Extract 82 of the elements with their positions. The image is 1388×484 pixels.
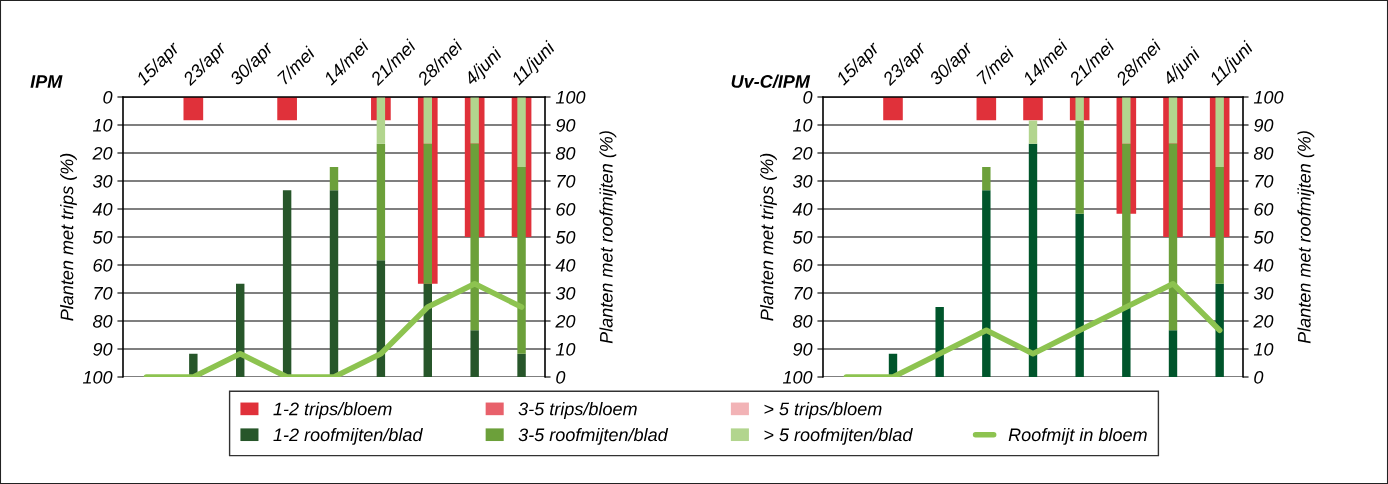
y2-axis-title: Planten met roofmijten (%)	[599, 131, 617, 344]
chart-title: Uv-C/IPM	[731, 74, 811, 89]
y2-tick-label: 20	[555, 314, 576, 328]
legend-label: 1-2 roofmijten/blad	[273, 427, 423, 445]
bar	[1215, 97, 1224, 167]
y-tick-label: 30	[792, 174, 813, 188]
bar	[1122, 97, 1131, 144]
y2-tick-label: 20	[1253, 314, 1274, 328]
bar	[1122, 307, 1131, 377]
y-tick-label: 70	[94, 286, 113, 300]
bar	[470, 330, 479, 377]
y-tick-label: 90	[793, 342, 813, 356]
y-tick-label: 60	[93, 258, 113, 272]
y2-tick-label: 80	[555, 146, 576, 160]
y-tick-label: 80	[792, 314, 813, 328]
bar	[282, 190, 292, 377]
y-tick-label: 20	[92, 146, 113, 160]
y-tick-label: 90	[93, 342, 113, 356]
bar	[423, 97, 432, 144]
bar	[1168, 97, 1178, 144]
y2-tick-label: 100	[1253, 90, 1284, 104]
y2-tick-label: 40	[1253, 258, 1274, 272]
y2-tick-label: 90	[1254, 118, 1274, 132]
y2-tick-label: 60	[1254, 202, 1274, 216]
bar	[976, 97, 997, 121]
bar	[982, 167, 991, 191]
bar	[277, 97, 297, 121]
y-tick-label: 50	[792, 230, 813, 244]
bar	[329, 167, 339, 191]
y2-axis-title: Planten met roofmijten (%)	[1297, 131, 1315, 344]
y-tick-label: 100	[82, 370, 113, 384]
bar	[1168, 330, 1178, 377]
legend-label: 3-5 roofmijten/blad	[518, 427, 669, 445]
bar	[376, 143, 386, 261]
y2-tick-label: 0	[556, 370, 566, 384]
bar	[517, 353, 526, 377]
y-tick-label: 10	[92, 118, 113, 132]
y-tick-label: 60	[793, 258, 813, 272]
bar	[883, 97, 903, 121]
bar	[935, 307, 944, 377]
chart-title: IPM	[30, 75, 63, 88]
y2-tick-label: 10	[555, 342, 576, 356]
y2-tick-label: 70	[1255, 174, 1274, 188]
bar	[1028, 143, 1038, 377]
y-tick-label: 0	[103, 90, 113, 104]
y-axis-title: Planten met trips (%)	[60, 153, 77, 321]
bar	[1215, 283, 1224, 377]
y2-tick-label: 90	[556, 118, 576, 132]
y2-tick-label: 50	[555, 230, 576, 244]
y-tick-label: 40	[92, 202, 113, 216]
bar	[329, 190, 339, 377]
y2-tick-label: 70	[557, 174, 576, 188]
y-tick-label: 10	[792, 118, 813, 132]
y2-tick-label: 80	[1253, 146, 1274, 160]
bar	[470, 97, 479, 144]
legend-label: 1-2 trips/bloem	[273, 402, 392, 419]
y-tick-label: 0	[803, 90, 813, 104]
y-tick-label: 80	[92, 314, 113, 328]
y-tick-label: 20	[792, 146, 813, 160]
y2-tick-label: 100	[555, 90, 586, 104]
y-tick-label: 50	[92, 230, 113, 244]
bar	[517, 97, 526, 167]
y-tick-label: 100	[782, 370, 813, 384]
y-tick-label: 40	[792, 202, 813, 216]
y2-tick-label: 30	[555, 286, 576, 300]
y2-tick-label: 60	[556, 202, 576, 216]
y2-tick-label: 50	[1253, 230, 1274, 244]
bar	[183, 97, 204, 121]
y2-tick-label: 0	[1254, 370, 1264, 384]
legend-label: > 5 trips/bloem	[764, 402, 882, 419]
legend-label: 3-5 trips/bloem	[518, 402, 637, 419]
bar	[1075, 213, 1084, 377]
legend-label: > 5 roofmijten/blad	[764, 427, 913, 445]
y2-tick-label: 40	[555, 258, 576, 272]
legend-label: Roofmijt in bloem	[1008, 427, 1147, 445]
y2-tick-label: 30	[1253, 286, 1274, 300]
y2-tick-label: 10	[1253, 342, 1274, 356]
bar	[982, 190, 991, 377]
y-tick-label: 70	[794, 286, 813, 300]
bar	[423, 143, 432, 284]
y-axis-title: Planten met trips (%)	[760, 153, 777, 321]
y-tick-label: 30	[92, 174, 113, 188]
